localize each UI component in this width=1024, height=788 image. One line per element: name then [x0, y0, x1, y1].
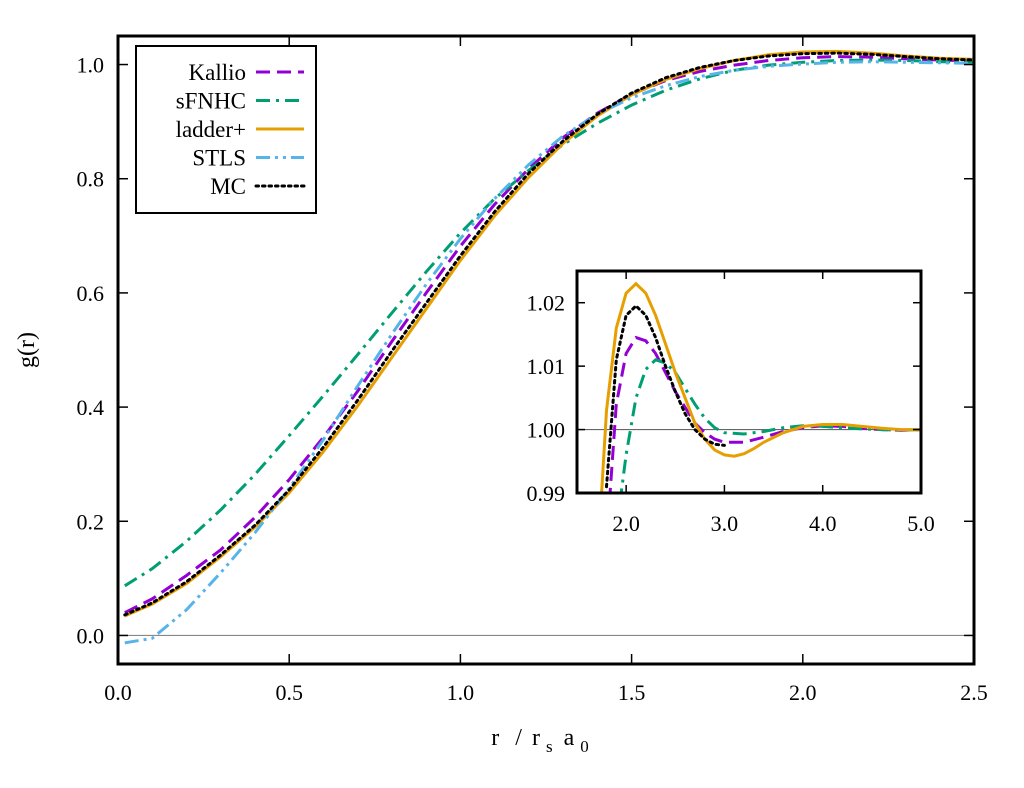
- x-tick-label: 2.5: [960, 680, 988, 705]
- inset-x-tick-label: 4.0: [809, 511, 837, 536]
- series-line-stls: [124, 60, 975, 645]
- legend: Kallio sFNHC ladder+ STLS MC: [135, 45, 317, 214]
- y-tick-label: 1.0: [77, 53, 105, 78]
- legend-label-stls: STLS: [192, 146, 246, 171]
- y-tick-label: 0.8: [77, 167, 105, 192]
- x-tick-label: 1.0: [447, 680, 475, 705]
- inset-background: [577, 271, 921, 493]
- inset-frame: [575, 269, 923, 495]
- legend-label-sfnhc: sFNHC: [176, 89, 246, 114]
- x-tick-label: 0.0: [104, 680, 132, 705]
- y-axis-title: g(r): [14, 332, 40, 368]
- inset-plot: 2.0 3.0 4.0 5.0 0.99 1.00 1.01 1.02: [527, 269, 935, 536]
- inset-series-line-sfnhc: [619, 358, 921, 493]
- inset-y-tick-label: 0.99: [527, 481, 566, 506]
- x-axis-title: r / r s a 0: [491, 725, 588, 758]
- plot-frame: [116, 34, 976, 666]
- legend-label-mc: MC: [210, 174, 246, 199]
- legend-label-kallio: Kallio: [189, 60, 247, 85]
- y-tick-label: 0.4: [77, 395, 105, 420]
- series-line-kallio: [124, 55, 975, 614]
- y-tick-label: 0.0: [77, 623, 105, 648]
- x-axis-title-a: a: [564, 725, 575, 751]
- inset-x-tick-label: 2.0: [612, 511, 640, 536]
- inset-x-tick-label: 5.0: [907, 511, 935, 536]
- x-axis-title-slash: /: [515, 725, 522, 751]
- x-tick-label: 1.5: [618, 680, 646, 705]
- inset-series-line-ladder: [600, 281, 921, 493]
- legend-label-ladder: ladder+: [176, 117, 246, 142]
- x-tick-label: 0.5: [275, 680, 303, 705]
- inset-series-line-kallio: [608, 335, 921, 493]
- inset-y-tick-label: 1.01: [527, 354, 566, 379]
- inset-x-tick-label: 3.0: [711, 511, 739, 536]
- x-axis-title-a-sub: 0: [580, 737, 589, 756]
- x-axis-title-rs-sub: s: [546, 737, 553, 756]
- inset-y-tick-label: 1.02: [527, 291, 566, 316]
- main-plot: 0.0 0.5 1.0 1.5 2.0 2.5 0.0 0.2 0.4 0.6 0.8 1.0: [77, 34, 988, 705]
- x-axis-title-r: r: [491, 725, 499, 751]
- series-line-ladder: [124, 49, 975, 618]
- y-tick-label: 0.6: [77, 281, 105, 306]
- series-line-mc: [123, 51, 976, 617]
- x-tick-label: 2.0: [789, 680, 817, 705]
- y-tick-label: 0.2: [77, 509, 105, 534]
- inset-y-tick-label: 1.00: [527, 418, 566, 443]
- x-axis-title-rs: r: [532, 725, 540, 751]
- series-line-sfnhc: [124, 58, 975, 588]
- inset-series-line-mc: [605, 303, 726, 489]
